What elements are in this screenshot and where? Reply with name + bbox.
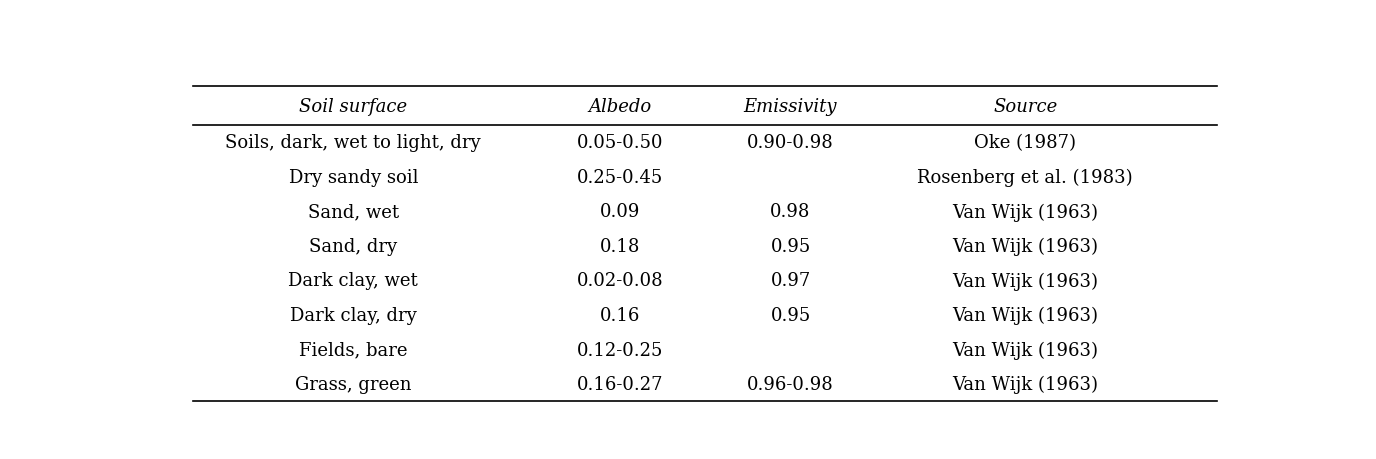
Text: Rosenberg et al. (1983): Rosenberg et al. (1983) xyxy=(918,168,1132,186)
Text: Sand, dry: Sand, dry xyxy=(310,237,398,255)
Text: Sand, wet: Sand, wet xyxy=(308,203,399,221)
Text: Van Wijk (1963): Van Wijk (1963) xyxy=(952,272,1098,290)
Text: 0.97: 0.97 xyxy=(771,272,810,290)
Text: 0.09: 0.09 xyxy=(600,203,640,221)
Text: 0.25-0.45: 0.25-0.45 xyxy=(577,168,663,186)
Text: 0.95: 0.95 xyxy=(771,306,810,324)
Text: 0.90-0.98: 0.90-0.98 xyxy=(747,134,834,152)
Text: 0.95: 0.95 xyxy=(771,237,810,255)
Text: Dark clay, wet: Dark clay, wet xyxy=(289,272,418,290)
Text: Dark clay, dry: Dark clay, dry xyxy=(290,306,417,324)
Text: Van Wijk (1963): Van Wijk (1963) xyxy=(952,203,1098,221)
Text: Van Wijk (1963): Van Wijk (1963) xyxy=(952,237,1098,256)
Text: Soils, dark, wet to light, dry: Soils, dark, wet to light, dry xyxy=(226,134,482,152)
Text: 0.16: 0.16 xyxy=(600,306,640,324)
Text: Soil surface: Soil surface xyxy=(299,97,407,115)
Text: Oke (1987): Oke (1987) xyxy=(974,134,1076,152)
Text: 0.05-0.50: 0.05-0.50 xyxy=(577,134,663,152)
Text: Grass, green: Grass, green xyxy=(294,375,411,393)
Text: 0.98: 0.98 xyxy=(771,203,810,221)
Text: Van Wijk (1963): Van Wijk (1963) xyxy=(952,375,1098,393)
Text: Albedo: Albedo xyxy=(589,97,651,115)
Text: Emissivity: Emissivity xyxy=(744,97,837,115)
Text: Dry sandy soil: Dry sandy soil xyxy=(289,168,418,186)
Text: 0.12-0.25: 0.12-0.25 xyxy=(577,341,663,359)
Text: Source: Source xyxy=(993,97,1057,115)
Text: 0.16-0.27: 0.16-0.27 xyxy=(577,375,663,393)
Text: Van Wijk (1963): Van Wijk (1963) xyxy=(952,306,1098,325)
Text: 0.96-0.98: 0.96-0.98 xyxy=(747,375,834,393)
Text: 0.02-0.08: 0.02-0.08 xyxy=(577,272,663,290)
Text: Fields, bare: Fields, bare xyxy=(299,341,407,359)
Text: Van Wijk (1963): Van Wijk (1963) xyxy=(952,341,1098,359)
Text: 0.18: 0.18 xyxy=(600,237,640,255)
